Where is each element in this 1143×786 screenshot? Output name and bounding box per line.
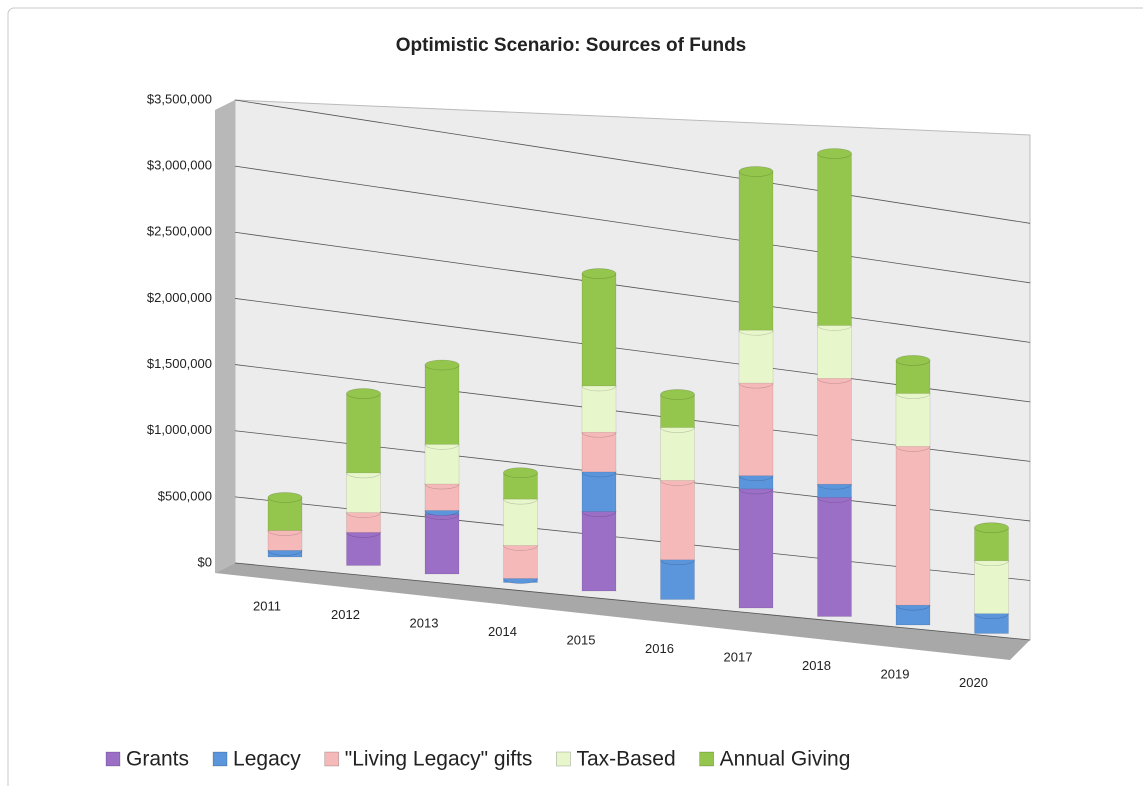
bar-segment — [424, 364, 460, 445]
y-tick-label: $500,000 — [158, 488, 212, 503]
legend-swatch — [212, 751, 228, 767]
bar-segment — [424, 444, 460, 485]
x-tick-label: 2019 — [881, 666, 910, 681]
bar-segment — [817, 497, 852, 617]
grid-line — [234, 165, 1031, 284]
legend-swatch — [556, 751, 571, 767]
bar-segment — [267, 497, 303, 531]
bar-segment — [817, 325, 852, 379]
x-tick-label: 2012 — [331, 607, 360, 622]
bar-segment — [817, 378, 852, 485]
x-tick-label: 2017 — [724, 649, 753, 664]
bar-segment — [581, 511, 617, 592]
bar-segment — [346, 472, 381, 513]
bar-segment — [974, 527, 1009, 562]
legend-label: Annual Giving — [720, 748, 851, 771]
y-tick-label: $0 — [198, 554, 212, 569]
y-tick-label: $3,000,000 — [147, 158, 212, 173]
legend-label: Grants — [126, 748, 189, 771]
legend-label: "Living Legacy" gifts — [345, 748, 533, 771]
x-tick-label: 2014 — [488, 624, 517, 639]
legend-swatch — [105, 751, 121, 767]
x-tick-label: 2015 — [567, 632, 596, 647]
segment-cap — [581, 268, 617, 279]
y-tick-label: $1,000,000 — [147, 422, 212, 437]
segment-cap — [974, 522, 1009, 533]
chart-title: Optimistic Scenario: Sources of Funds — [396, 35, 747, 56]
segment-cap — [817, 148, 852, 159]
bar-segment — [738, 329, 774, 384]
grid-line — [234, 562, 1031, 641]
legend-swatch — [324, 751, 340, 767]
segment-cap — [346, 388, 381, 399]
bar-segment — [660, 480, 695, 561]
grid-line — [234, 99, 1031, 224]
bar-segment — [895, 360, 931, 394]
legend-label: Legacy — [233, 748, 301, 771]
bar-segment — [503, 498, 538, 546]
bar-segment — [738, 488, 774, 609]
bar-segment — [503, 545, 538, 579]
bar-segment — [581, 385, 617, 433]
bar-segment — [974, 560, 1009, 614]
segment-cap — [424, 359, 460, 371]
bar-segment — [660, 559, 695, 600]
segment-cap — [503, 467, 538, 479]
grid-line — [234, 231, 1031, 343]
bar-segment — [581, 273, 617, 387]
bar-segment — [581, 431, 617, 473]
y-tick-label: $3,500,000 — [147, 91, 212, 106]
bar-segment — [660, 427, 695, 481]
bar-segment — [817, 153, 852, 326]
bar-segment — [738, 171, 774, 331]
x-tick-label: 2011 — [253, 598, 281, 613]
y-tick-label: $2,500,000 — [147, 224, 212, 239]
floor — [215, 563, 1030, 660]
y-tick-label: $2,000,000 — [147, 290, 212, 305]
y-tick-label: $1,500,000 — [147, 356, 212, 371]
segment-cap — [895, 355, 931, 366]
bar-segment — [346, 393, 381, 474]
bar-segment — [424, 514, 460, 575]
legend-swatch — [699, 751, 714, 767]
bar-segment — [738, 382, 774, 477]
x-tick-label: 2018 — [802, 658, 831, 673]
segment-cap — [660, 389, 695, 400]
segment-cap — [738, 166, 774, 177]
x-tick-label: 2016 — [645, 641, 674, 656]
bar-segment — [895, 446, 931, 606]
bar-segment — [895, 393, 931, 447]
bar-segment — [581, 471, 617, 512]
segment-cap — [267, 492, 303, 503]
bar-segment — [346, 532, 381, 566]
x-tick-label: 2013 — [410, 615, 439, 630]
side-wall — [215, 100, 235, 573]
legend-label: Tax-Based — [576, 748, 675, 771]
x-tick-label: 2020 — [959, 675, 988, 690]
bar-segment — [660, 394, 695, 428]
